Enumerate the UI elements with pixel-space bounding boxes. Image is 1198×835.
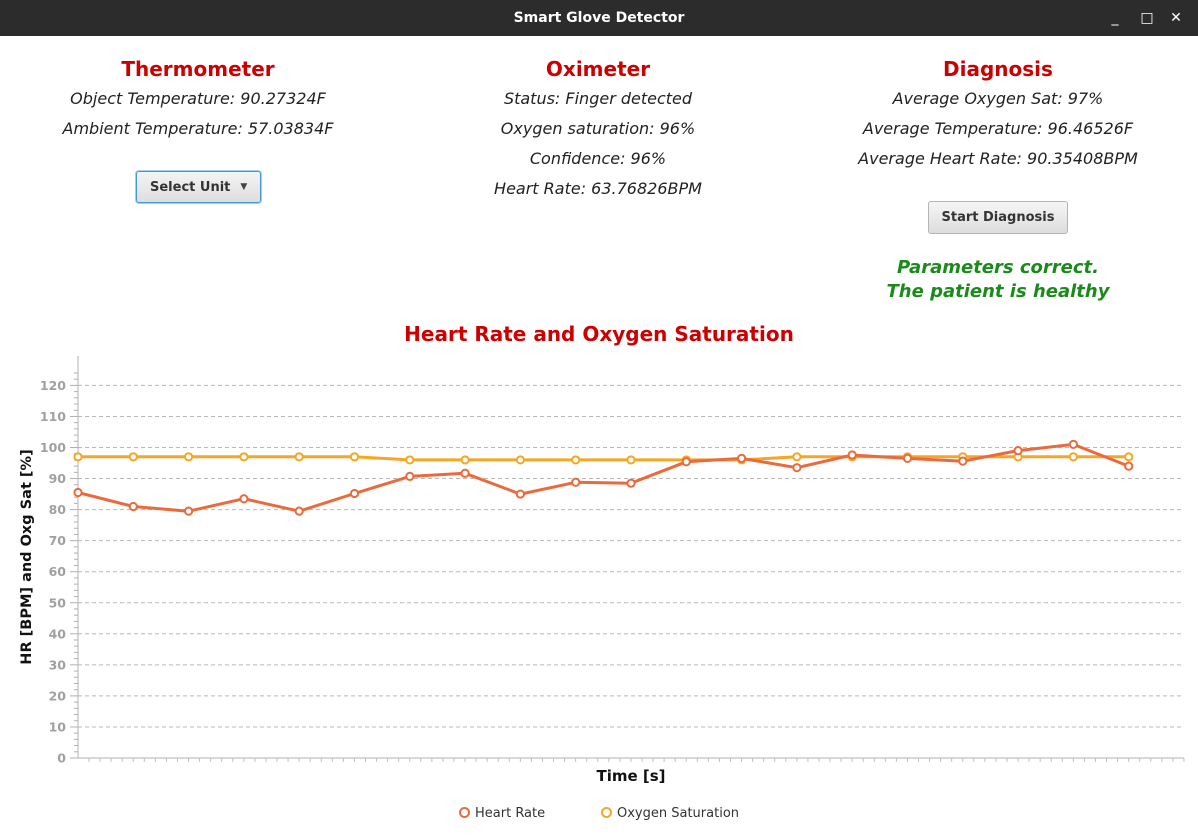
confidence: Confidence: 96% bbox=[529, 149, 667, 168]
y-tick-label: 70 bbox=[49, 533, 67, 548]
oximeter-title: Oximeter bbox=[545, 57, 651, 81]
data-point-heart-rate bbox=[737, 453, 747, 463]
data-point-oxygen-saturation bbox=[571, 455, 581, 465]
average-oxygen: Average Oxygen Sat: 97% bbox=[892, 89, 1104, 108]
legend-marker-heart-rate bbox=[459, 807, 470, 818]
window-titlebar: Smart Glove Detector _ □ ✕ bbox=[0, 0, 1198, 36]
ambient-temperature: Ambient Temperature: 57.03834F bbox=[62, 119, 334, 138]
average-temperature: Average Temperature: 96.46526F bbox=[862, 119, 1134, 138]
thermometer-panel: Thermometer Object Temperature: 90.27324… bbox=[0, 54, 398, 144]
legend-label-heart-rate: Heart Rate bbox=[475, 806, 546, 821]
y-tick-label: 110 bbox=[40, 409, 66, 424]
diagnosis-result-line2: The patient is healthy bbox=[886, 281, 1110, 302]
oximeter-panel: Oximeter Status: Finger detected Oxygen … bbox=[398, 54, 798, 204]
data-point-heart-rate bbox=[1068, 439, 1079, 449]
select-unit-dropdown[interactable]: Select Unit ▼ bbox=[136, 171, 261, 203]
data-point-heart-rate bbox=[958, 456, 968, 466]
average-heart-rate: Average Heart Rate: 90.35408BPM bbox=[858, 149, 1138, 168]
maximize-icon[interactable]: □ bbox=[1140, 10, 1154, 26]
data-point-heart-rate bbox=[626, 478, 636, 488]
select-unit-label: Select Unit bbox=[150, 179, 231, 195]
legend-marker-oxygen-saturation bbox=[601, 807, 612, 818]
data-point-oxygen-saturation bbox=[73, 452, 83, 462]
minimize-icon[interactable]: _ bbox=[1111, 10, 1119, 26]
data-point-heart-rate bbox=[1124, 461, 1134, 471]
series-line-oxygen-saturation bbox=[78, 455, 1129, 462]
data-point-heart-rate bbox=[128, 501, 138, 512]
data-point-oxygen-saturation bbox=[294, 452, 304, 462]
y-tick-label: 100 bbox=[40, 440, 66, 455]
data-point-oxygen-saturation bbox=[128, 452, 138, 462]
object-temperature: Object Temperature: 90.27324F bbox=[70, 89, 326, 108]
thermometer-title: Thermometer bbox=[121, 57, 275, 81]
window-title: Smart Glove Detector bbox=[513, 10, 685, 26]
data-point-oxygen-saturation bbox=[239, 452, 249, 462]
y-tick-label: 90 bbox=[49, 471, 67, 486]
x-axis-label: Time [s] bbox=[596, 767, 665, 785]
data-point-heart-rate bbox=[571, 477, 581, 487]
diagnosis-title: Diagnosis bbox=[943, 57, 1053, 81]
diagnosis-result-line1: Parameters correct. bbox=[897, 257, 1099, 278]
data-point-oxygen-saturation bbox=[1068, 452, 1079, 462]
y-tick-label: 40 bbox=[49, 626, 67, 641]
y-tick-label: 60 bbox=[49, 564, 67, 579]
y-tick-label: 30 bbox=[49, 657, 67, 672]
data-point-oxygen-saturation bbox=[792, 452, 802, 462]
legend-label-oxygen-saturation: Oxygen Saturation bbox=[617, 806, 740, 821]
data-point-heart-rate bbox=[405, 471, 415, 481]
heart-rate: Heart Rate: 63.76826BPM bbox=[494, 179, 702, 198]
y-tick-label: 10 bbox=[49, 719, 67, 734]
diagnosis-panel: Diagnosis Average Oxygen Sat: 97% Averag… bbox=[798, 54, 1198, 174]
chevron-down-icon: ▼ bbox=[240, 182, 248, 192]
y-tick-label: 20 bbox=[49, 688, 67, 703]
data-point-heart-rate bbox=[847, 450, 857, 460]
legend-heart-rate: Heart Rate bbox=[459, 805, 545, 823]
y-tick-label: 50 bbox=[49, 595, 67, 610]
data-point-oxygen-saturation bbox=[626, 455, 636, 465]
data-point-heart-rate bbox=[294, 506, 304, 516]
data-point-oxygen-saturation bbox=[184, 452, 194, 462]
chart-title: Heart Rate and Oxygen Saturation bbox=[404, 322, 794, 346]
data-point-oxygen-saturation bbox=[515, 455, 526, 465]
data-point-oxygen-saturation bbox=[405, 455, 415, 465]
data-point-heart-rate bbox=[902, 453, 913, 463]
data-point-heart-rate bbox=[349, 488, 360, 499]
y-tick-label: 120 bbox=[40, 378, 66, 393]
y-tick-label: 0 bbox=[57, 751, 66, 766]
series-line-heart-rate bbox=[77, 442, 1130, 513]
oxygen-saturation: Oxygen saturation: 96% bbox=[500, 119, 696, 138]
data-point-heart-rate bbox=[681, 457, 691, 467]
legend-oxygen-saturation: Oxygen Saturation bbox=[601, 805, 739, 823]
data-point-heart-rate bbox=[515, 489, 526, 499]
data-point-heart-rate bbox=[460, 468, 470, 478]
y-axis-label: HR [BPM] and Oxg Sat [%] bbox=[19, 449, 35, 664]
data-point-oxygen-saturation bbox=[460, 455, 470, 465]
data-point-heart-rate bbox=[1013, 446, 1023, 456]
data-point-heart-rate bbox=[792, 463, 802, 473]
data-point-oxygen-saturation bbox=[1124, 452, 1134, 462]
data-point-heart-rate bbox=[73, 487, 83, 498]
data-point-oxygen-saturation bbox=[349, 452, 360, 462]
data-point-heart-rate bbox=[239, 494, 249, 504]
start-diagnosis-button[interactable]: Start Diagnosis bbox=[928, 201, 1068, 234]
data-point-heart-rate bbox=[184, 506, 194, 516]
oximeter-status: Status: Finger detected bbox=[503, 89, 693, 108]
close-icon[interactable]: ✕ bbox=[1170, 10, 1182, 26]
y-tick-label: 80 bbox=[49, 502, 67, 517]
